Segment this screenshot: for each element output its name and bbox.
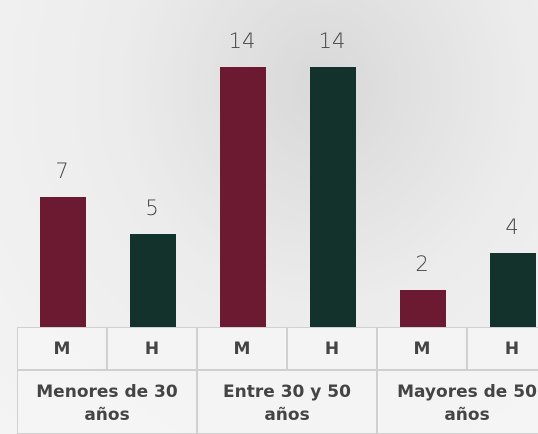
series-label: M [377, 327, 467, 370]
bar [310, 67, 356, 327]
series-label: H [467, 327, 538, 370]
series-label: H [287, 327, 377, 370]
value-label: 14 [318, 29, 346, 54]
series-label: M [197, 327, 287, 370]
bar [490, 252, 536, 327]
value-label: 14 [228, 29, 256, 54]
group-label: Mayores de 50 años [377, 370, 538, 434]
group-label: Entre 30 y 50 años [197, 370, 377, 434]
bar [130, 234, 176, 327]
value-label: 4 [505, 214, 519, 239]
series-label: H [107, 327, 197, 370]
value-label: 5 [145, 196, 159, 221]
value-label: 2 [415, 251, 429, 276]
group-label: Menores de 30 años [17, 370, 197, 434]
value-label: 7 [55, 159, 69, 183]
bar [40, 197, 86, 327]
bar [220, 67, 266, 327]
series-label: M [17, 327, 107, 370]
bar [400, 289, 446, 327]
